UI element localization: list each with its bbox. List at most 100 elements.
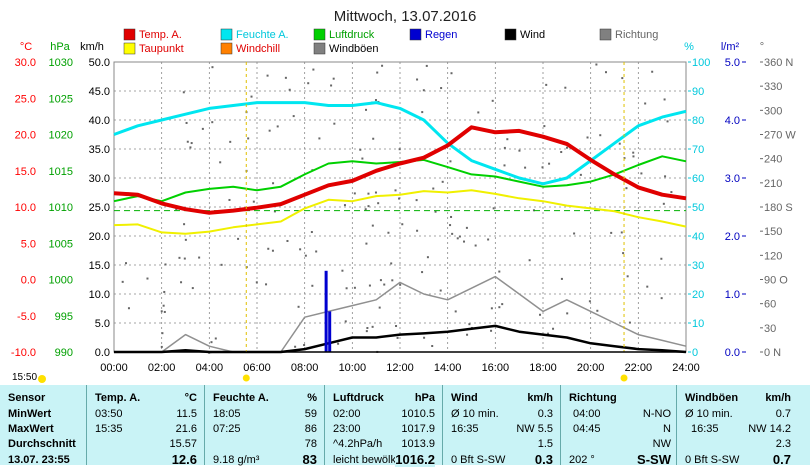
direction-point	[628, 321, 631, 324]
x-tick-label: 04:00	[196, 362, 224, 374]
legend-swatch	[313, 42, 326, 55]
axis-tick-label: 1000	[49, 275, 73, 287]
direction-point	[539, 313, 542, 316]
direction-point	[271, 249, 274, 252]
direction-point	[368, 284, 371, 287]
legend-swatch	[504, 28, 517, 41]
direction-point	[219, 161, 222, 164]
row-label: MinWert	[8, 408, 52, 420]
direction-point	[440, 87, 443, 90]
direction-point	[456, 237, 459, 240]
col-header: Wind	[451, 392, 478, 404]
axis-tick-label: 20.0	[89, 231, 110, 243]
axis-unit: °	[760, 41, 764, 53]
col-header: Richtung	[569, 392, 617, 404]
direction-point	[541, 166, 544, 169]
direction-point	[359, 148, 362, 151]
value-cell: 1017.9	[401, 423, 435, 435]
direction-point	[490, 307, 493, 310]
direction-point	[127, 307, 130, 310]
axis-tick-label: 1030	[49, 57, 73, 69]
time-cell: 23:00	[333, 423, 361, 435]
direction-point	[186, 140, 189, 143]
direction-point	[180, 281, 183, 284]
direction-point	[379, 279, 382, 282]
value-cell: 0.7	[775, 408, 791, 420]
legend-label: Regen	[425, 29, 457, 41]
direction-point	[182, 91, 185, 94]
series-line-windb-en	[114, 275, 687, 353]
axis-tick-label: 10	[692, 318, 704, 330]
direction-point	[394, 189, 397, 192]
direction-point	[620, 231, 623, 234]
sun-icon	[38, 375, 46, 383]
axis-tick-label: 180 S	[764, 202, 793, 214]
direction-point	[330, 84, 333, 87]
time-cell: 03:50	[95, 408, 123, 420]
legend-label: Richtung	[615, 29, 658, 41]
direction-point	[376, 71, 379, 74]
legend-swatch	[123, 42, 136, 55]
direction-point	[401, 223, 404, 226]
direction-point	[416, 78, 419, 81]
axis-tick-label: 0.0	[21, 275, 36, 287]
x-tick-label: 16:00	[482, 362, 510, 374]
legend-label: Luftdruck	[329, 29, 375, 41]
direction-point	[466, 333, 469, 336]
direction-point	[498, 306, 501, 309]
sun-icon	[620, 374, 628, 382]
axis-tick-label: 80	[692, 115, 704, 127]
direction-point	[625, 187, 628, 190]
axis-unit: l/m²	[721, 41, 740, 53]
forecast-cell: leicht bewölkt	[333, 454, 400, 466]
col-sensor: Sensor MinWert MaxWert Durchschnitt 13.0…	[0, 385, 86, 466]
axis-tick-label: 30.0	[15, 57, 36, 69]
direction-point	[463, 240, 466, 243]
direction-point	[183, 257, 186, 260]
legend-swatch	[220, 28, 233, 41]
axis-tick-label: 990	[55, 347, 73, 359]
direction-point	[506, 138, 509, 141]
time-cell: 202 °	[569, 454, 595, 466]
value-cell: NW 14.2	[748, 423, 791, 435]
direction-point	[292, 115, 295, 118]
axis-tick-label: 20	[692, 289, 704, 301]
direction-point	[365, 242, 368, 245]
direction-point	[185, 121, 188, 124]
direction-point	[374, 99, 377, 102]
label-cell: Ø 10 min.	[685, 408, 733, 420]
direction-point	[146, 277, 149, 280]
direction-point	[487, 238, 490, 241]
axis-tick-label: 210	[764, 178, 782, 190]
direction-point	[268, 129, 271, 132]
label-cell: 16:35	[691, 423, 719, 435]
value-cell: 78	[304, 438, 317, 450]
direction-point	[632, 151, 635, 154]
direction-point	[304, 254, 307, 257]
value-cell: N	[663, 423, 671, 435]
time-cell: 04:45	[573, 423, 601, 435]
direction-point	[415, 199, 418, 202]
direction-point	[312, 68, 315, 71]
direction-point	[284, 76, 287, 79]
legend-label: Windböen	[329, 43, 379, 55]
direction-point	[367, 205, 370, 208]
direction-point	[565, 146, 568, 149]
direction-point	[421, 271, 424, 274]
value-cell: 83	[302, 452, 317, 467]
col-wind: Wind km/h Ø 10 min. 16:35 0 Bft S-SW 0.3…	[442, 385, 561, 467]
axis-tick-label: 10.0	[89, 289, 110, 301]
direction-point	[426, 256, 429, 259]
direction-point	[121, 280, 124, 283]
direction-point	[451, 232, 454, 235]
axis-tick-label: 25.0	[15, 93, 36, 105]
col-hum: Feuchte A. % 18:05 07:25 9.18 g/m³ 59 86…	[204, 385, 325, 467]
trend-cell: ^4.2hPa/h	[333, 438, 383, 450]
direction-point	[184, 238, 187, 241]
direction-point	[545, 83, 548, 86]
direction-point	[228, 198, 231, 201]
axis-tick-label: 35.0	[89, 144, 110, 156]
direction-point	[586, 136, 589, 139]
direction-point	[175, 208, 178, 211]
value-cell: 59	[304, 408, 317, 420]
